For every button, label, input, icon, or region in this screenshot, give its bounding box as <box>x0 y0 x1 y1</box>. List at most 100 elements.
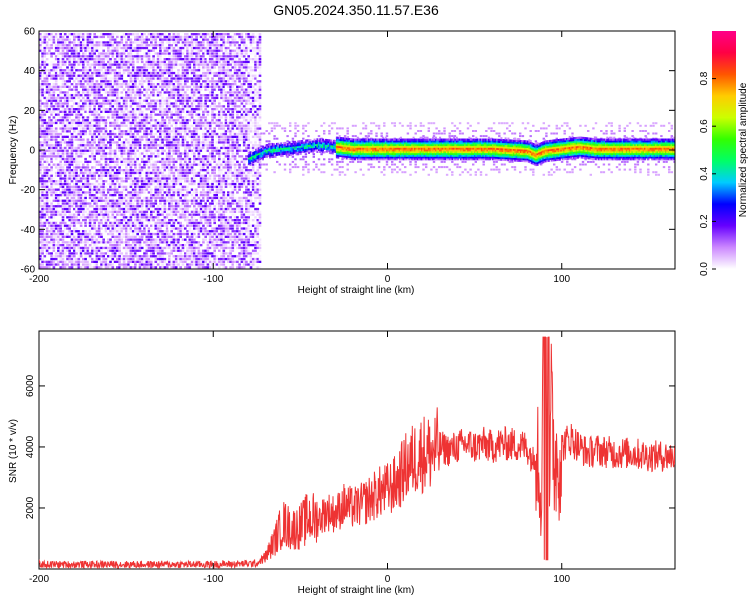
spectrogram-cell <box>41 130 44 133</box>
spectrogram-cell <box>165 260 169 263</box>
spectrogram-cell <box>95 185 99 188</box>
spectrogram-cell <box>109 166 112 169</box>
spectrogram-cell <box>43 99 47 102</box>
spectrogram-cell <box>131 80 135 83</box>
spectrogram-cell <box>168 127 171 130</box>
spectrogram-cell <box>127 266 130 269</box>
spectrogram-cell <box>143 257 146 261</box>
spectrogram-cell <box>145 163 149 166</box>
spectrogram-cell <box>107 69 110 72</box>
spectrogram-cell <box>116 49 119 52</box>
spectrogram-cell <box>79 83 83 86</box>
spectrogram-cell <box>107 110 110 113</box>
spectrogram-cell <box>136 180 139 183</box>
spectrogram-cell <box>168 119 171 122</box>
spectrogram-cell <box>104 166 108 169</box>
spectrogram-cell <box>172 52 176 55</box>
spectrogram-cell <box>97 144 101 147</box>
spectrogram-cell <box>122 255 126 258</box>
spectrogram-cell <box>100 227 103 230</box>
spectrogram-cell <box>161 180 164 183</box>
spectrogram-cell <box>122 232 126 236</box>
spectrogram-cell <box>82 99 85 102</box>
spectrogram-cell <box>147 171 151 175</box>
spectrogram-cell <box>193 144 196 147</box>
spectrogram-cell <box>147 127 151 130</box>
spectrogram-cell <box>93 182 96 186</box>
spectrogram-cell <box>188 249 192 252</box>
spectrogram-cell <box>59 163 62 166</box>
spectrogram-cell <box>154 41 158 44</box>
spectrogram-cell <box>79 235 83 238</box>
spectrogram-cell <box>140 255 144 258</box>
spectrogram-cell <box>195 146 198 150</box>
spectrogram-cell <box>190 144 194 147</box>
spectrogram-cell <box>127 188 130 191</box>
spectrogram-cell <box>170 188 173 191</box>
spectrogram-cell <box>152 182 155 186</box>
spectrogram-cell <box>48 141 51 144</box>
spectrogram-cell <box>152 252 155 255</box>
spectrogram-cell <box>197 235 201 238</box>
spectrogram-cell <box>181 207 185 211</box>
spectrogram-cell <box>197 138 201 141</box>
spectrogram-cell <box>127 244 130 247</box>
spectrogram-cell <box>50 174 53 177</box>
spectrogram-cell <box>63 169 67 172</box>
spectrogram-cell <box>140 127 144 130</box>
spectrogram-cell <box>50 121 53 125</box>
spectrogram-cell <box>100 110 103 113</box>
spectrogram-cell <box>150 252 153 255</box>
spectrogram-cell <box>140 60 144 64</box>
spectrogram-cell <box>39 71 42 75</box>
spectrogram-cell <box>134 216 137 219</box>
spectrogram-cell <box>120 171 124 175</box>
spectrogram-cell <box>102 241 105 244</box>
spectrogram-cell <box>156 35 160 39</box>
spectrogram-cell <box>145 196 149 200</box>
spectrogram-cell <box>150 266 153 269</box>
spectrogram-cell <box>165 160 169 163</box>
spectrogram-cell <box>111 263 115 266</box>
spectrogram-cell <box>168 102 171 105</box>
spectrogram-cell <box>59 35 62 39</box>
spectrogram-cell <box>68 96 71 100</box>
spectrogram-cell <box>197 58 201 61</box>
spectrogram-cell <box>125 235 128 238</box>
spectrogram-cell <box>39 255 42 258</box>
spectrogram-cell <box>147 105 151 108</box>
spectrogram-cell <box>177 38 180 41</box>
spectrogram-cell <box>179 180 182 183</box>
spectrogram-cell <box>111 180 115 183</box>
spectrogram-cell <box>156 88 160 91</box>
spectrogram-cell <box>134 263 137 266</box>
spectrogram-cell <box>102 110 105 113</box>
spectrogram-cell <box>77 205 81 208</box>
spectrogram-cell <box>145 44 149 47</box>
spectrogram-cell <box>100 260 103 263</box>
spectrogram-cell <box>156 224 160 227</box>
spectrogram-cell <box>68 213 71 216</box>
spectrogram-cell <box>93 52 96 55</box>
spectrogram-cell <box>159 188 162 191</box>
spectrogram-cell <box>61 130 65 133</box>
spectrogram-cell <box>54 199 58 202</box>
spectrogram-cell <box>154 77 158 80</box>
spectrogram-cell <box>134 49 137 52</box>
spectrogram-cell <box>57 52 60 55</box>
spectrogram-cell <box>193 244 196 247</box>
spectrogram-cell <box>134 255 137 258</box>
spectrogram-cell <box>129 44 133 47</box>
spectrogram-cell <box>190 99 194 102</box>
spectrogram-cell <box>63 63 67 66</box>
spectrogram-cell <box>88 46 92 50</box>
spectrogram-cell <box>159 127 162 130</box>
spectrogram-cell <box>104 146 108 150</box>
spectrogram-cell <box>86 46 90 50</box>
spectrogram-cell <box>111 94 115 97</box>
spectrogram-cell <box>163 132 167 136</box>
spectrogram-cell <box>163 169 167 172</box>
spectrogram-cell <box>54 38 58 41</box>
spectrogram-cell <box>150 241 153 244</box>
spectrogram-cell <box>86 96 90 100</box>
